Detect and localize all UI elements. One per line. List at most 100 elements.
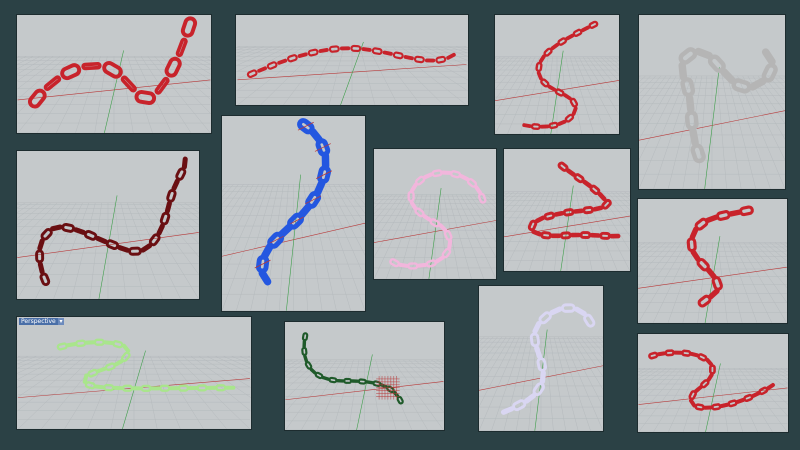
chain-render <box>495 20 619 134</box>
chain-link <box>177 384 190 392</box>
chain-link <box>569 97 579 108</box>
chain-link <box>102 61 123 79</box>
viewport-panel-dark-green-chain[interactable] <box>284 321 445 431</box>
chain-link <box>563 93 572 101</box>
control-point-marker <box>305 195 322 205</box>
chain-link <box>150 386 161 391</box>
chain-link <box>547 84 557 92</box>
chain-link <box>583 313 596 328</box>
chain-link <box>751 391 761 398</box>
viewport-grid <box>639 67 785 189</box>
chain-link <box>27 88 47 109</box>
chain-link <box>410 182 418 193</box>
control-point-marker <box>314 143 331 152</box>
chain-link <box>389 258 400 268</box>
chain-link <box>112 385 124 391</box>
chain-link <box>350 379 360 383</box>
viewport-panel-large-red-links[interactable] <box>16 14 212 134</box>
chain-link <box>164 56 182 78</box>
viewport-panel-silver-chain[interactable] <box>638 14 786 190</box>
chain-link <box>560 303 576 313</box>
chain-link <box>215 384 227 392</box>
chain-link <box>720 68 736 85</box>
viewport-panel-dark-red-chain[interactable] <box>16 150 200 300</box>
chain-link <box>535 61 543 73</box>
chain-link <box>539 124 550 129</box>
chain-link <box>365 380 374 385</box>
chain-link <box>543 47 553 57</box>
viewport-panel-blue-chain[interactable] <box>221 115 366 312</box>
chain-link <box>224 385 236 390</box>
chain-links <box>678 47 778 164</box>
chain-link <box>572 28 583 38</box>
chain-render <box>17 16 211 133</box>
chain-link <box>120 75 137 93</box>
chain-link <box>690 143 706 164</box>
chain-link <box>286 54 298 63</box>
chain-render <box>17 156 199 299</box>
chain-link <box>540 78 550 88</box>
chain-link <box>392 51 404 60</box>
viewport-panel-lavender-chain[interactable] <box>478 285 604 432</box>
chain-link <box>154 76 170 95</box>
chain-link <box>523 393 537 404</box>
chain-link <box>301 332 309 342</box>
chain-link <box>648 351 659 360</box>
chain-link <box>297 52 308 58</box>
chain-link <box>75 339 87 348</box>
chain-link <box>403 55 414 61</box>
chain-render <box>479 303 603 431</box>
viewport-grid <box>285 354 444 430</box>
chain-link <box>574 306 587 317</box>
viewport-panel-red-loose-chain[interactable] <box>637 198 788 324</box>
chain-render <box>285 332 444 430</box>
chain-link <box>522 123 532 129</box>
chain-link <box>684 110 699 131</box>
viewport-panel-red-s-curve[interactable] <box>494 14 620 135</box>
chain-link <box>73 227 86 235</box>
chain-link <box>156 223 165 236</box>
chain-link <box>748 77 767 91</box>
chain-link <box>681 349 692 357</box>
chain-link <box>35 249 45 264</box>
chain-link <box>416 262 428 268</box>
viewport-panel-thin-red-chain[interactable] <box>235 14 469 106</box>
chain-link <box>686 237 697 253</box>
chain-link <box>570 232 582 238</box>
chain-render <box>236 41 468 105</box>
chain-link <box>93 338 105 346</box>
chain-link <box>180 16 198 38</box>
chain-link <box>761 48 776 66</box>
chain-link <box>328 45 340 53</box>
chain-link <box>328 376 338 384</box>
chain-link <box>450 170 462 179</box>
chain-links <box>522 20 599 131</box>
viewport-panel-pink-chain[interactable] <box>373 148 497 280</box>
chain-link <box>56 342 68 351</box>
viewport-menu-icon[interactable]: ▾ <box>58 318 64 325</box>
chain-link <box>258 269 272 286</box>
chain-link <box>50 224 63 232</box>
chain-link <box>459 174 470 182</box>
chain-link <box>357 378 367 385</box>
chain-link <box>166 189 177 203</box>
viewport-grid <box>17 350 251 429</box>
chain-link <box>656 351 667 357</box>
chain-link <box>175 37 188 58</box>
chain-link <box>159 384 171 392</box>
chain-link <box>543 211 556 221</box>
viewport-panel-red-s-small[interactable] <box>637 333 789 433</box>
viewport-panel-green-chain[interactable]: Perspective ▾ <box>16 316 252 430</box>
chain-link <box>689 226 699 240</box>
chain-link <box>171 178 180 191</box>
chain-link <box>301 346 308 356</box>
chain-link <box>565 33 575 41</box>
chain-link <box>532 320 542 334</box>
viewport-grid <box>479 329 603 431</box>
viewport-panel-red-wave-chain[interactable] <box>503 148 631 272</box>
viewport-title-perspective[interactable]: Perspective <box>19 318 58 325</box>
chain-link <box>435 55 447 64</box>
chain-link <box>711 276 723 291</box>
chain-link <box>339 46 351 51</box>
control-point-marker <box>315 170 333 179</box>
